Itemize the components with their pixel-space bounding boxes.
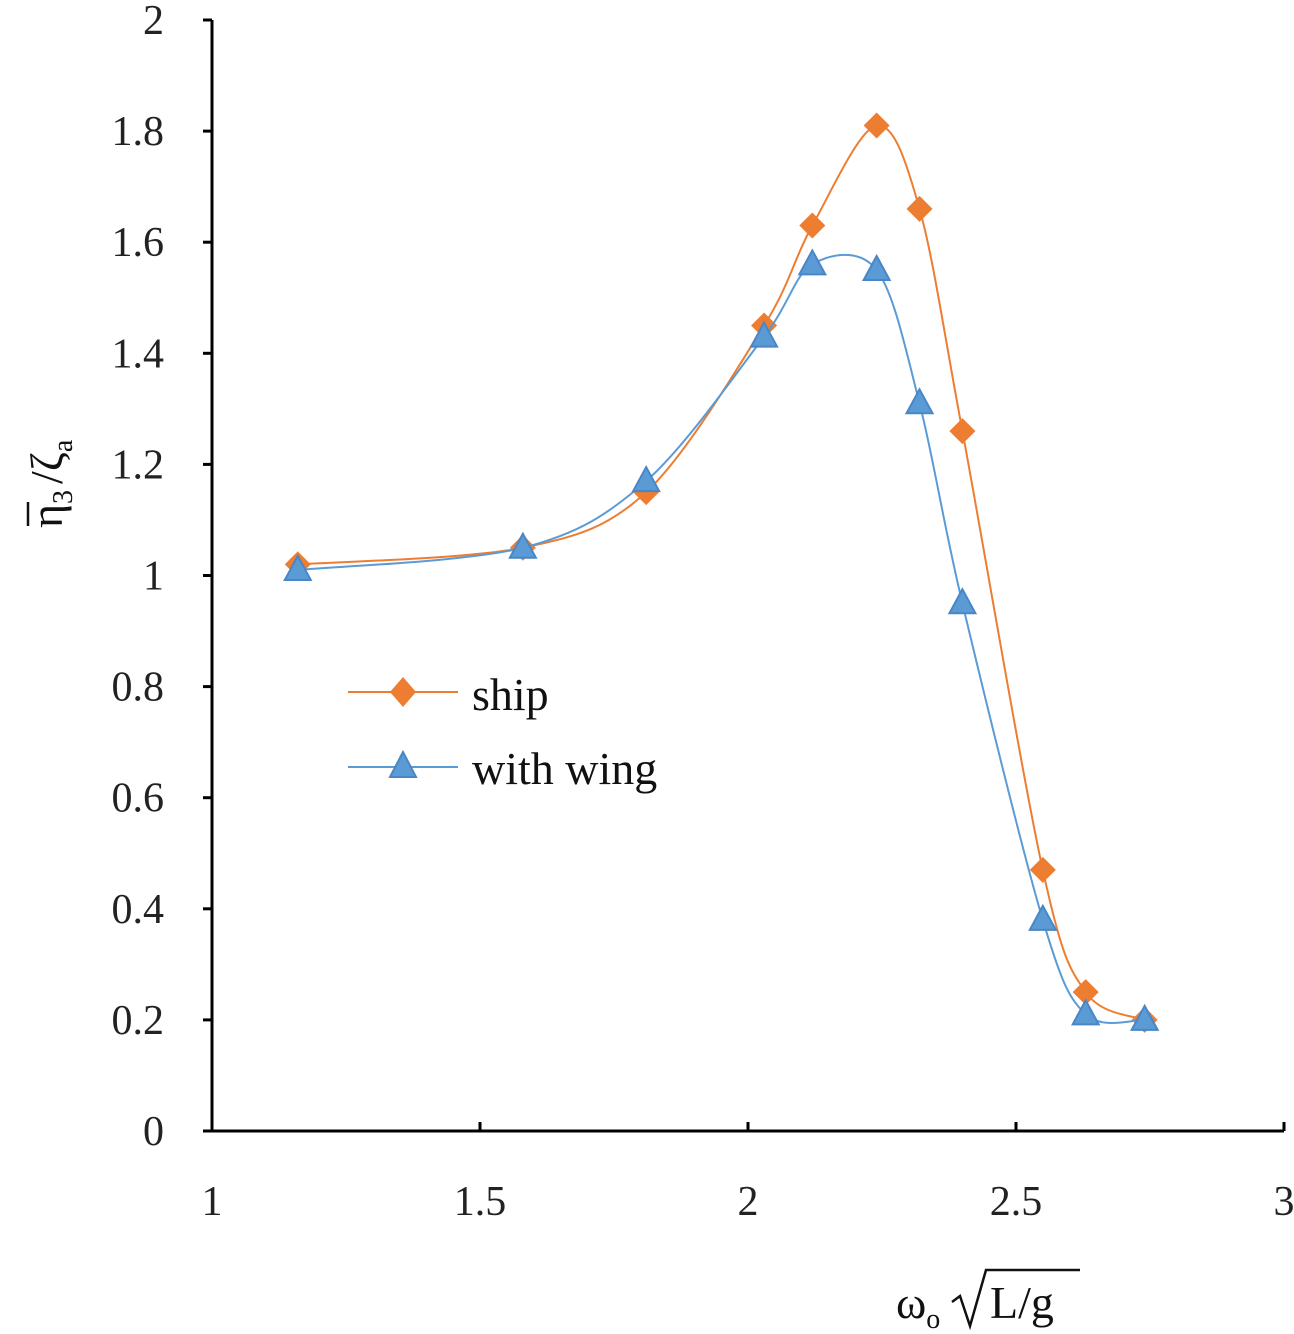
data-point-with-wing	[947, 587, 978, 615]
legend-ship-marker	[390, 677, 416, 707]
x-title-radicand: L/g	[990, 1277, 1054, 1328]
axes	[203, 18, 1286, 1133]
y-title-slash: /	[21, 471, 72, 484]
radical-sign	[951, 1268, 1080, 1331]
x-tick-label: 1.5	[454, 1179, 507, 1225]
series-layer	[283, 112, 1160, 1033]
x-tick-label: 3	[1274, 1179, 1294, 1225]
series-ship	[284, 112, 1158, 1033]
y-title-eta-sub: 3	[48, 490, 79, 504]
series-line-with-wing	[297, 254, 1145, 1024]
data-point-ship	[863, 112, 890, 139]
legend: ship with wing	[348, 669, 657, 794]
y-tick-label: 0.4	[112, 887, 165, 933]
x-title-omega: ω	[896, 1277, 926, 1328]
data-point-ship	[1072, 979, 1099, 1006]
y-tick-label: 1.2	[112, 442, 165, 488]
legend-ship-label: ship	[472, 669, 549, 720]
data-point-with-wing	[631, 464, 661, 493]
legend-wing-label: with wing	[472, 743, 657, 794]
data-point-ship	[906, 195, 933, 222]
y-axis-title: η3 /ζa	[21, 439, 79, 528]
series-with-wing	[283, 248, 1160, 1031]
data-point-ship	[799, 212, 826, 239]
series-line-ship	[297, 124, 1146, 1021]
data-point-with-wing	[861, 253, 892, 281]
y-title-zeta-sub: a	[48, 439, 79, 452]
x-tick-label: 2	[738, 1179, 759, 1225]
data-point-with-wing	[797, 248, 827, 276]
x-title-omega-sub: o	[926, 1304, 940, 1334]
svg-text:ωo: ωo	[896, 1277, 940, 1334]
data-point-with-wing	[1071, 998, 1101, 1026]
y-tick-label: 2	[143, 0, 164, 44]
data-point-with-wing	[1129, 1003, 1160, 1031]
data-point-ship	[1029, 856, 1056, 883]
data-point-with-wing	[508, 531, 538, 559]
data-point-with-wing	[1028, 903, 1058, 931]
legend-wing-marker	[388, 749, 418, 778]
data-point-ship	[949, 418, 976, 445]
data-point-with-wing	[904, 387, 935, 415]
y-tick-label: 0.6	[112, 776, 165, 822]
x-axis-title: ωo L/g	[896, 1268, 1080, 1334]
y-tick-label: 1.8	[112, 109, 165, 155]
y-tick-label: 1.4	[112, 331, 165, 377]
y-title-eta: η	[21, 504, 72, 528]
svg-text:η3/ζa: η3 /ζa	[21, 439, 79, 528]
y-tick-label: 0	[143, 1109, 164, 1155]
x-tick-label: 2.5	[990, 1179, 1043, 1225]
x-tick-label: 1	[202, 1179, 223, 1225]
tick-labels: 0 0.2 0.4 0.6 0.8 1 1.2 1.4 1.6 1.8 2 1 1.5 2 2.5 3	[112, 0, 1294, 1225]
y-tick-label: 0.8	[112, 665, 165, 711]
data-point-with-wing	[749, 320, 779, 348]
data-point-with-wing	[283, 553, 313, 581]
y-title-zeta: ζ	[21, 452, 72, 471]
y-tick-label: 0.2	[112, 998, 165, 1044]
y-tick-label: 1	[143, 554, 164, 600]
y-tick-label: 1.6	[112, 220, 165, 266]
